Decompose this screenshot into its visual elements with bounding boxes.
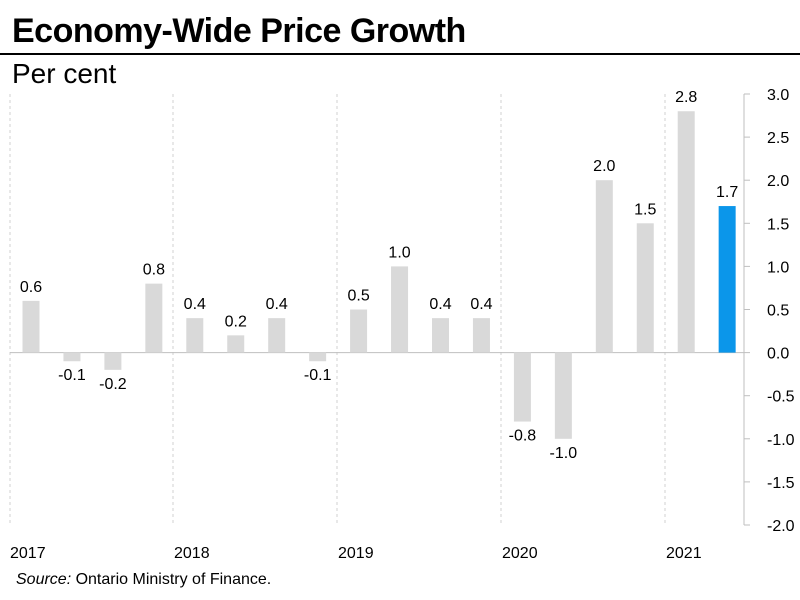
- data-label: -1.0: [550, 445, 578, 462]
- data-label: 0.4: [184, 296, 206, 313]
- bar-2017-q4: [145, 283, 163, 353]
- y-tick-label: 3.0: [767, 87, 789, 104]
- x-year-label: 2021: [666, 545, 702, 562]
- bar-2020-q2: [554, 352, 572, 439]
- data-label: -0.1: [58, 367, 86, 384]
- y-tick-label: 2.5: [767, 130, 789, 147]
- bar-2018-q2: [227, 335, 245, 353]
- y-tick-label: -1.0: [767, 432, 795, 449]
- bar-2020-q1: [513, 352, 531, 422]
- data-label: 1.0: [388, 244, 410, 261]
- bar-2019-q2: [391, 266, 409, 353]
- data-label: 2.8: [675, 89, 697, 106]
- y-tick-label: -1.5: [767, 475, 795, 492]
- data-label: -0.2: [99, 376, 127, 393]
- data-label: -0.8: [509, 428, 537, 445]
- data-label: 0.4: [470, 296, 492, 313]
- bar-2018-q1: [186, 318, 204, 353]
- y-tick-label: -0.5: [767, 389, 795, 406]
- data-label: 0.4: [429, 296, 451, 313]
- bar-2021-q1: [677, 111, 695, 353]
- data-label: 2.0: [593, 158, 615, 175]
- bar-2019-q3: [432, 318, 449, 353]
- source-text: Ontario Ministry of Finance.: [71, 571, 272, 588]
- data-label: 0.2: [225, 313, 247, 330]
- bar-2017-q2: [63, 352, 81, 362]
- x-year-label: 2020: [502, 545, 538, 562]
- y-unit-label: Per cent: [12, 58, 117, 89]
- y-tick-label: 0.0: [767, 346, 789, 363]
- data-label: 0.8: [143, 262, 165, 279]
- bar-2017-q3: [104, 352, 122, 370]
- x-year-label: 2019: [338, 545, 374, 562]
- bar-2018-q3: [268, 318, 286, 353]
- y-tick-label: 2.0: [767, 173, 789, 190]
- source-label: Source:: [16, 571, 72, 588]
- y-tick-label: 1.5: [767, 216, 789, 233]
- source-note: Source: Ontario Ministry of Finance.: [16, 571, 271, 589]
- data-label: 0.5: [347, 288, 369, 305]
- data-label: 1.7: [716, 184, 738, 201]
- bar-2021-q2: [718, 206, 736, 353]
- y-tick-label: 1.0: [767, 259, 789, 276]
- data-label: 0.6: [20, 279, 42, 296]
- bar-2019-q1: [350, 309, 368, 353]
- y-tick-label: 0.5: [767, 303, 789, 320]
- bar-2017-q1: [22, 300, 40, 353]
- data-label: -0.1: [304, 367, 332, 384]
- bar-2019-q4: [472, 318, 490, 353]
- data-label: 1.5: [634, 201, 656, 218]
- data-label: 0.4: [266, 296, 288, 313]
- x-year-label: 2018: [174, 545, 210, 562]
- chart-title: Economy-Wide Price Growth: [12, 12, 466, 50]
- y-tick-label: -2.0: [767, 518, 795, 535]
- bar-2020-q3: [595, 180, 613, 353]
- title-rule: [0, 53, 800, 55]
- x-year-label: 2017: [10, 545, 46, 562]
- bar-2018-q4: [309, 352, 327, 362]
- bar-2020-q4: [636, 223, 654, 353]
